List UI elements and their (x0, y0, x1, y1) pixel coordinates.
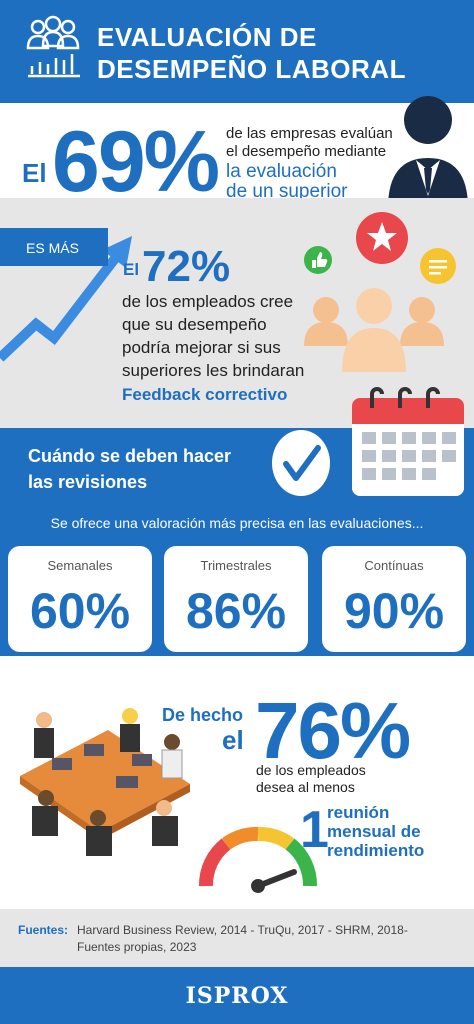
stat1-line2: el desempeño mediante (226, 143, 387, 160)
sources-line2: Fuentes propias, 2023 (77, 940, 197, 954)
stat1-line1: de las empresas evalúan (226, 125, 393, 142)
card-weekly-label: Semanales (47, 558, 113, 573)
feedback-people-icon (304, 212, 456, 372)
stat2-line1: de los empleados cree (122, 292, 294, 311)
stat1-value: 69% (52, 114, 220, 210)
reviews-title-line2: las revisiones (28, 472, 148, 492)
stat1-highlight2: de un superior (226, 181, 348, 202)
stat3-highlight3: rendimiento (327, 841, 425, 860)
people-chart-icon (26, 15, 80, 78)
card-quarterly-label: Trimestrales (200, 558, 272, 573)
stat2-highlight: Feedback correctivo (122, 385, 288, 404)
stat2-line2: que su desempeño (122, 315, 267, 334)
stat1-highlight1: la evaluación (226, 161, 337, 182)
footer-bar (0, 967, 474, 1024)
stat3-highlight1: reunión (327, 803, 390, 822)
card-weekly-value: 60% (29, 583, 131, 639)
sources-section (0, 909, 474, 967)
stat3-intro2: el (222, 725, 244, 755)
stat3-intro1: De hecho (162, 705, 244, 725)
brand-logo: ISPROX (185, 983, 289, 1009)
card-continuous: Contínuas 90% (322, 546, 466, 652)
card-continuous-value: 90% (343, 583, 445, 639)
header-banner (0, 0, 474, 103)
checkmark-badge (272, 430, 330, 496)
card-quarterly: Trimestrales 86% (164, 546, 308, 652)
es-mas-tab: ES MÁS (0, 228, 108, 266)
stat3-highlight2: mensual de (327, 822, 421, 841)
growth-arrow-icon (0, 236, 132, 362)
stat3-value: 76% (255, 686, 411, 775)
stat2-prefix: El (123, 260, 140, 279)
stat2-line4: superiores les brindaran (122, 361, 305, 380)
header-title-line1: EVALUACIÓN DE (97, 22, 317, 52)
calendar-icon (352, 387, 464, 496)
stat3-line2: desea al menos (256, 779, 355, 795)
header-title-line2: DESEMPEÑO LABORAL (97, 54, 406, 84)
meeting-table-illustration (20, 708, 190, 856)
reviews-subtitle: Se ofrece una valoración más precisa en … (50, 515, 424, 531)
stat3-line1: de los empleados (256, 762, 366, 778)
manager-icon (388, 96, 468, 208)
sources-label: Fuentes: (18, 923, 69, 937)
reviews-title-line1: Cuándo se deben hacer (28, 446, 232, 466)
performance-gauge-icon (199, 827, 317, 893)
checkmark-icon (283, 445, 321, 481)
card-weekly: Semanales 60% (8, 546, 152, 652)
card-quarterly-value: 86% (185, 583, 287, 639)
sources-line1: Harvard Business Review, 2014 - TruQu, 2… (77, 923, 408, 937)
card-continuous-label: Contínuas (364, 558, 424, 573)
stat1-prefix: El (22, 158, 47, 188)
stat2-line3: podría mejorar si sus (122, 338, 281, 357)
stat2-value: 72% (142, 242, 231, 291)
